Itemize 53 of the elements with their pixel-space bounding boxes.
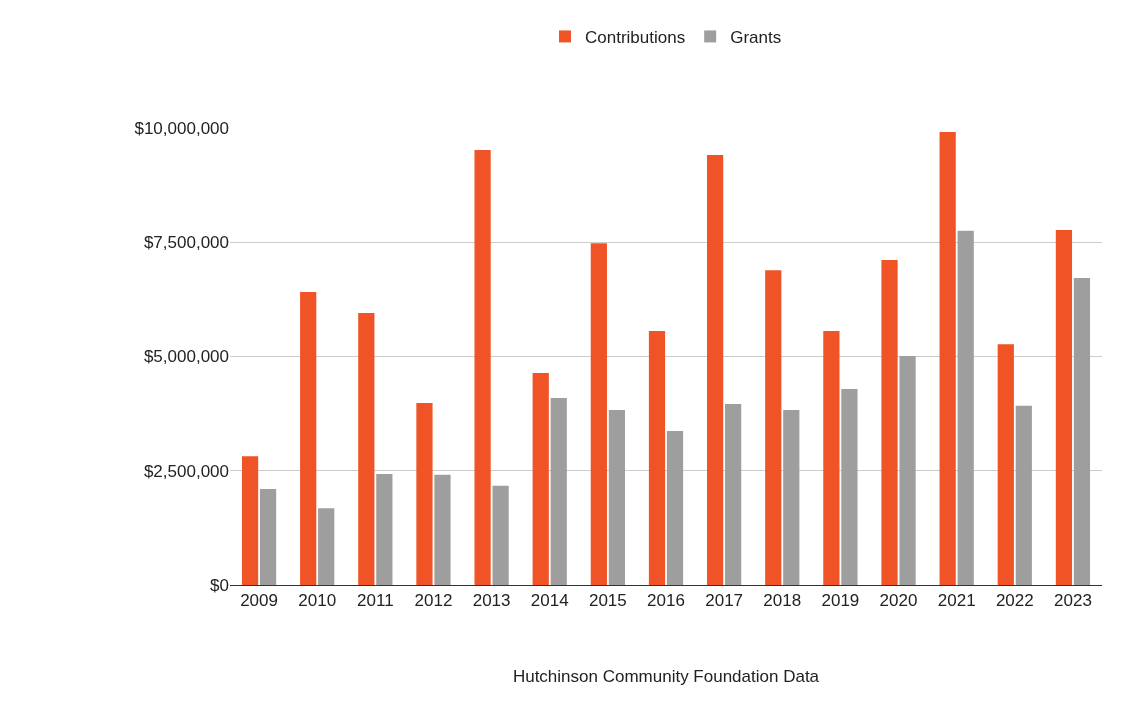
bar bbox=[590, 243, 607, 585]
bar bbox=[765, 270, 782, 585]
x-axis-title: Hutchinson Community Foundation Data bbox=[512, 666, 820, 686]
x-tick-label: 2018 bbox=[763, 591, 802, 611]
bar bbox=[666, 430, 684, 585]
bar bbox=[1015, 405, 1032, 585]
bar bbox=[474, 149, 491, 585]
bar bbox=[416, 403, 433, 585]
bar bbox=[492, 485, 509, 585]
x-tick-label: 2021 bbox=[937, 591, 976, 611]
y-tick-label: $0 bbox=[210, 575, 229, 595]
bar bbox=[707, 154, 724, 585]
bar bbox=[532, 372, 549, 585]
x-tick-label: 2017 bbox=[705, 591, 744, 611]
x-tick-label: 2009 bbox=[240, 591, 278, 611]
bar bbox=[358, 313, 375, 585]
bar bbox=[1055, 229, 1073, 585]
bar bbox=[550, 398, 567, 585]
bar bbox=[881, 260, 898, 585]
bar bbox=[997, 344, 1014, 585]
bar bbox=[608, 409, 625, 585]
x-tick-label: 2020 bbox=[879, 591, 918, 611]
y-tick-label: $5,000,000 bbox=[143, 347, 229, 367]
x-tick-label: 2012 bbox=[414, 591, 453, 611]
y-tick-label: $2,500,000 bbox=[143, 461, 229, 481]
bar bbox=[318, 508, 335, 585]
x-tick-label: 2023 bbox=[1054, 591, 1092, 611]
x-tick-label: 2019 bbox=[821, 591, 860, 611]
bar bbox=[376, 473, 393, 585]
bar bbox=[823, 330, 840, 585]
bar bbox=[841, 388, 858, 585]
bar bbox=[783, 409, 800, 585]
bar bbox=[648, 330, 666, 585]
x-tick-label: 2011 bbox=[357, 591, 394, 611]
bar bbox=[1073, 277, 1091, 585]
bar bbox=[434, 474, 451, 585]
x-tick-label: 2016 bbox=[647, 591, 685, 611]
bar bbox=[725, 404, 742, 585]
x-tick-label: 2010 bbox=[298, 591, 337, 611]
x-tick-label: 2022 bbox=[995, 591, 1034, 611]
bar bbox=[939, 132, 956, 585]
bar bbox=[241, 456, 259, 585]
bar bbox=[259, 489, 277, 585]
x-tick-label: 2014 bbox=[530, 591, 569, 611]
x-tick-label: 2013 bbox=[472, 591, 511, 611]
bar bbox=[899, 356, 916, 585]
legend-label: Grants bbox=[730, 28, 782, 48]
legend-label: Contributions bbox=[585, 28, 686, 48]
y-tick-label: $10,000,000 bbox=[134, 118, 229, 138]
y-tick-label: $7,500,000 bbox=[143, 233, 229, 253]
x-tick-label: 2015 bbox=[588, 591, 627, 611]
bar bbox=[957, 230, 974, 585]
bar bbox=[300, 292, 317, 585]
